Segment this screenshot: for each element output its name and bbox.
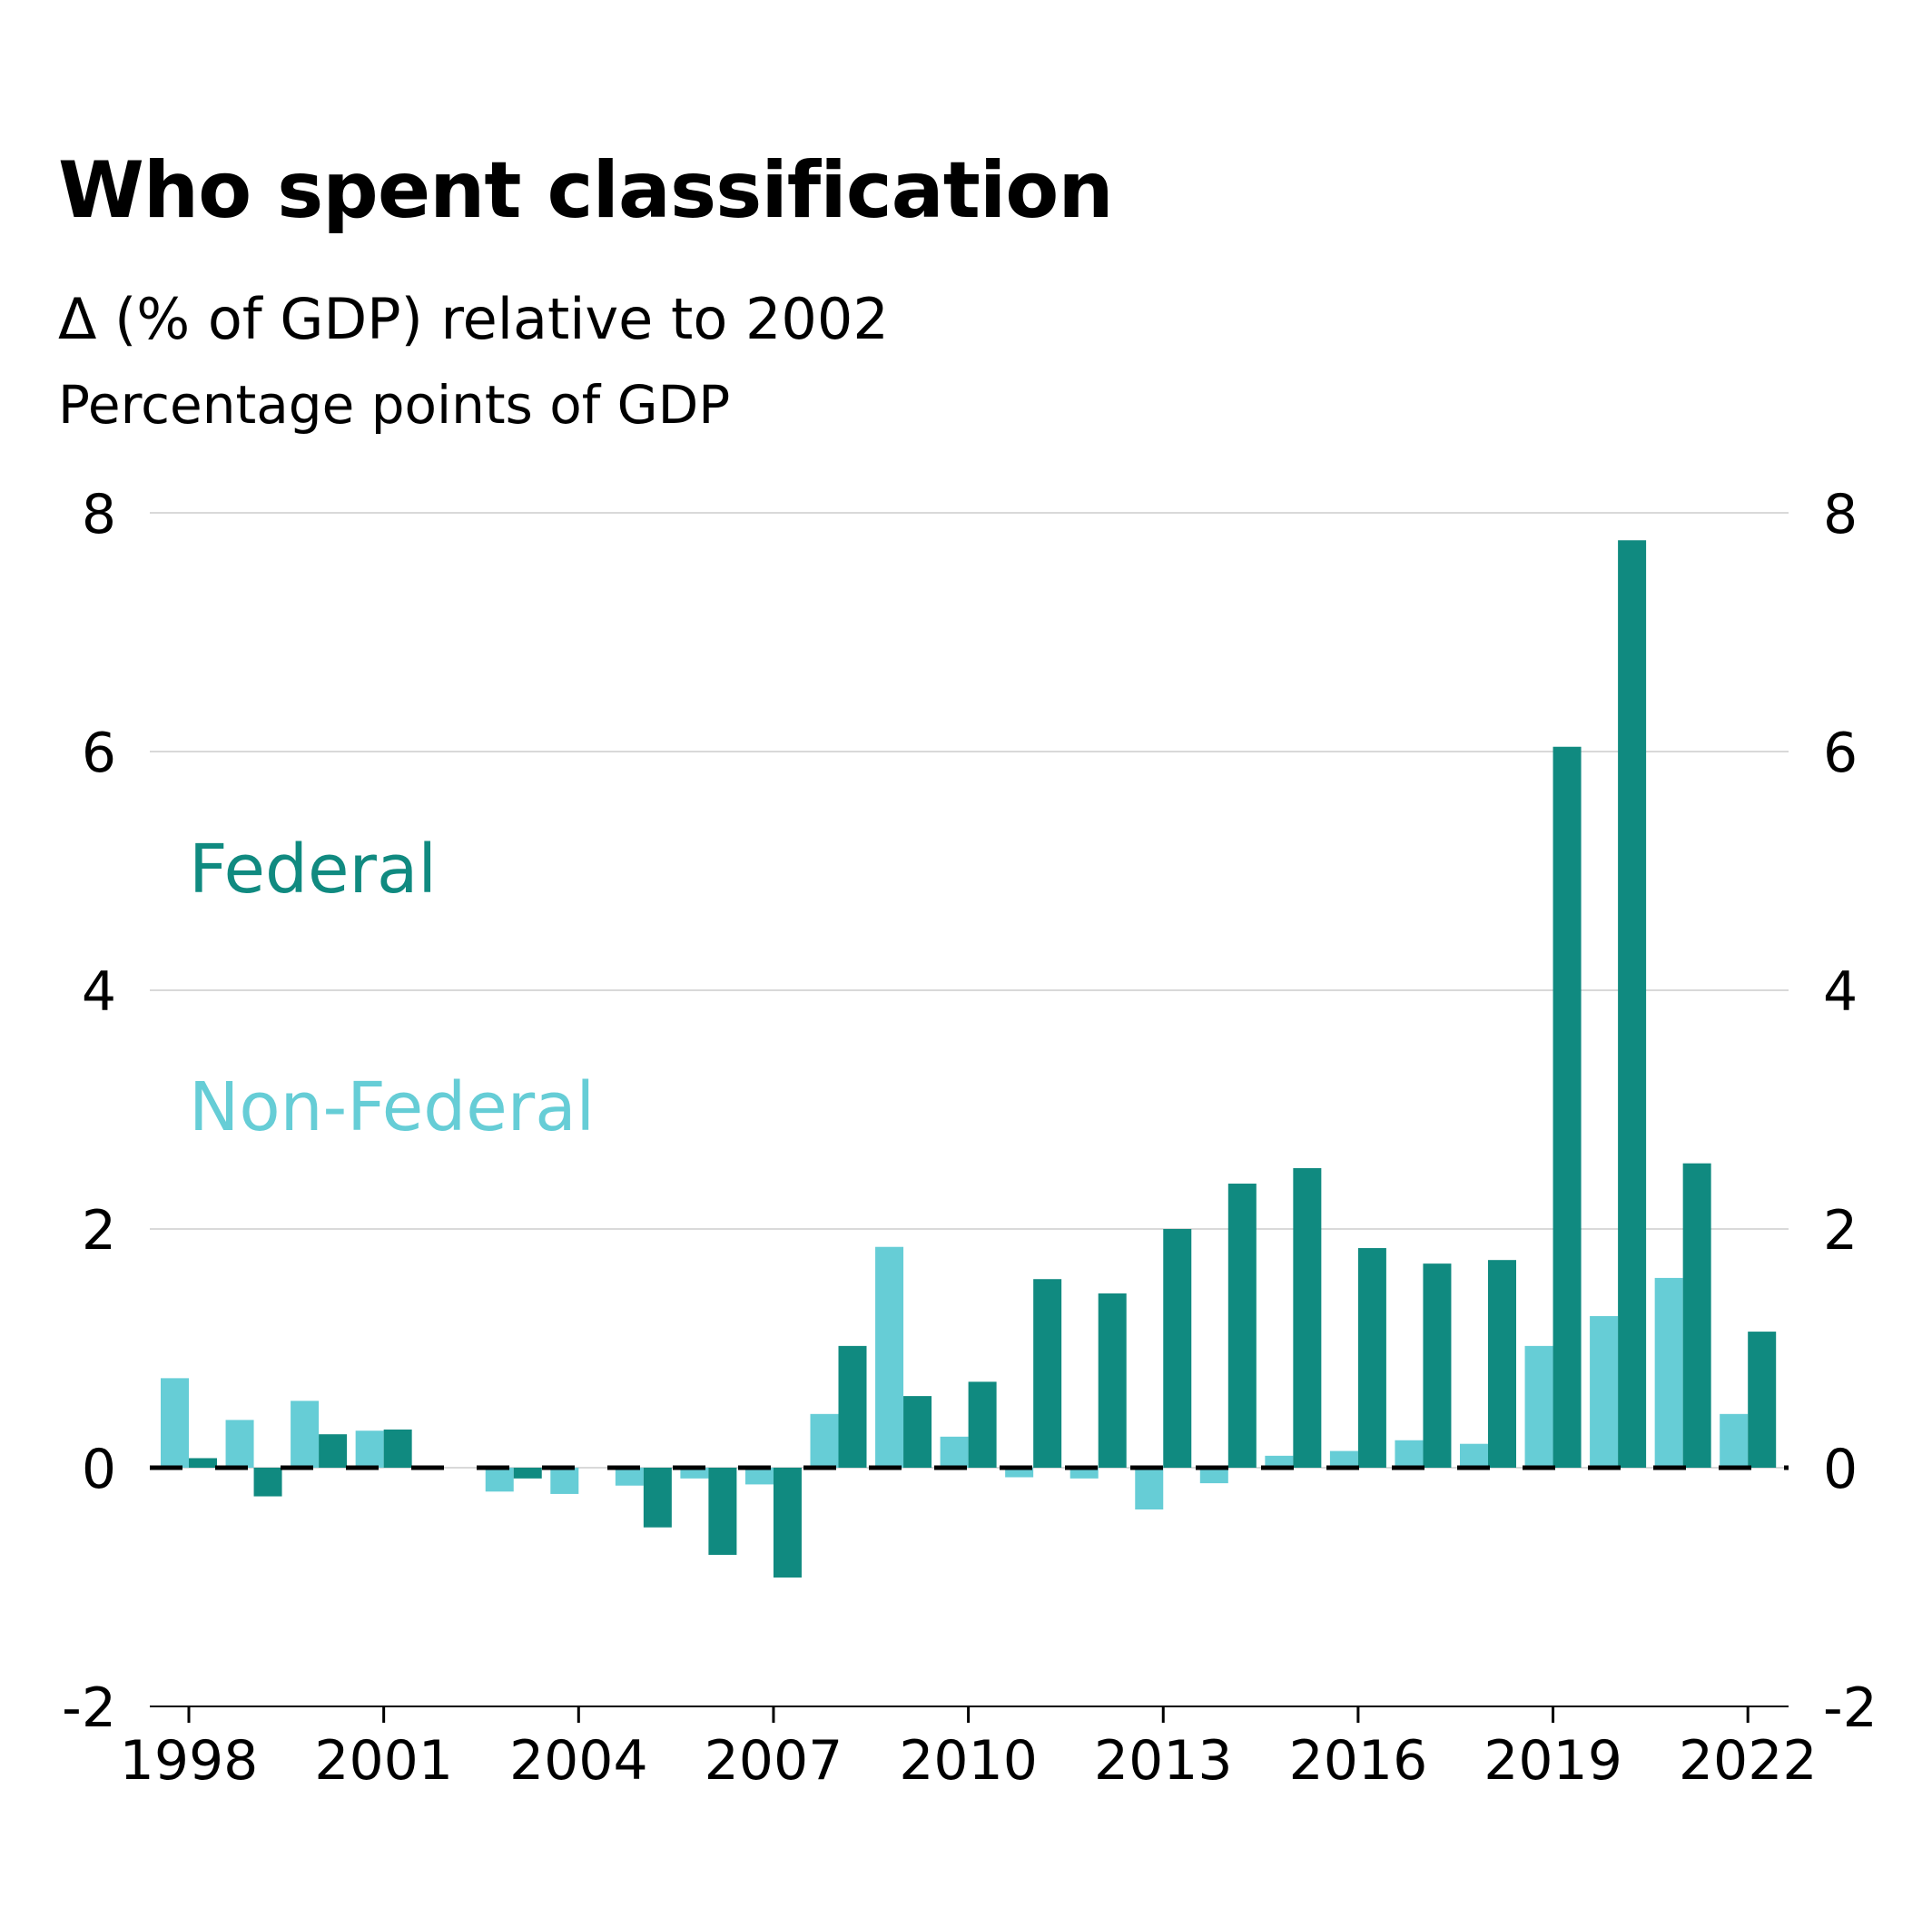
- bar-non-federal: [1265, 1455, 1294, 1468]
- bar-federal: [838, 1345, 867, 1468]
- y-tick-label-right: 4: [1823, 960, 1858, 1024]
- y-tick-label-left: 0: [82, 1438, 116, 1501]
- bar-federal: [189, 1458, 217, 1468]
- bar-non-federal: [225, 1420, 254, 1468]
- bar-federal: [773, 1468, 802, 1578]
- legend-non-federal: Non-Federal: [189, 1068, 595, 1146]
- bar-non-federal: [1395, 1440, 1424, 1468]
- bar-federal: [513, 1468, 542, 1479]
- bar-federal: [1682, 1163, 1711, 1468]
- bar-non-federal: [1720, 1413, 1749, 1468]
- bar-federal: [708, 1468, 737, 1555]
- bar-federal: [383, 1429, 412, 1468]
- bar-non-federal: [680, 1468, 709, 1479]
- y-tick-label-left: 4: [82, 960, 116, 1024]
- bar-non-federal: [550, 1468, 579, 1494]
- bar-non-federal: [615, 1468, 644, 1486]
- y-tick-label-left: 6: [82, 722, 116, 785]
- bar-federal: [1033, 1279, 1062, 1468]
- x-tick-label: 2019: [1484, 1729, 1622, 1793]
- bar-non-federal: [810, 1413, 839, 1468]
- x-tick-label: 2004: [509, 1729, 648, 1793]
- y-tick-label-right: 6: [1823, 722, 1858, 785]
- bar-federal: [1293, 1167, 1322, 1468]
- y-tick-label-right: 8: [1823, 483, 1858, 546]
- bar-federal: [1163, 1229, 1192, 1468]
- bar-non-federal: [355, 1430, 384, 1468]
- chart-title: Who spent classification: [58, 145, 1114, 236]
- bar-non-federal: [875, 1246, 904, 1468]
- bar-federal: [643, 1468, 672, 1528]
- bar-non-federal: [744, 1468, 774, 1485]
- bar-federal: [968, 1381, 997, 1468]
- bar-non-federal: [1135, 1468, 1164, 1510]
- x-tick-label: 2001: [314, 1729, 453, 1793]
- x-tick-label: 2013: [1094, 1729, 1233, 1793]
- bar-non-federal: [291, 1401, 320, 1468]
- y-tick-label-left: 8: [82, 483, 116, 546]
- x-tick-label: 2016: [1289, 1729, 1428, 1793]
- bar-federal: [1423, 1263, 1452, 1468]
- bar-non-federal: [1070, 1468, 1099, 1479]
- bar-federal: [319, 1434, 348, 1468]
- x-tick-label: 2007: [705, 1729, 843, 1793]
- bar-federal: [1552, 746, 1582, 1468]
- bar-non-federal: [1524, 1345, 1553, 1468]
- bar-federal: [1488, 1260, 1516, 1468]
- bar-federal: [253, 1468, 282, 1497]
- bar-non-federal: [161, 1378, 189, 1468]
- bar-non-federal: [1590, 1315, 1619, 1468]
- gridlines: [150, 512, 1789, 1469]
- y-tick-label-right: -2: [1823, 1676, 1878, 1740]
- bar-non-federal: [1005, 1468, 1034, 1478]
- y-tick-label-left: 2: [82, 1199, 116, 1263]
- y-tick-label-right: 0: [1823, 1438, 1858, 1501]
- y-tick-label-left: -2: [62, 1676, 116, 1740]
- bars: [161, 540, 1777, 1578]
- bar-federal: [1357, 1248, 1386, 1468]
- bar-federal: [1227, 1184, 1257, 1468]
- x-tick-label: 2022: [1679, 1729, 1818, 1793]
- bar-federal: [1618, 540, 1647, 1468]
- y-tick-label-right: 2: [1823, 1199, 1858, 1263]
- chart-subtitle: Δ (% of GDP) relative to 2002: [58, 286, 889, 352]
- bar-non-federal: [1199, 1468, 1228, 1484]
- x-tick-label: 1998: [120, 1729, 259, 1793]
- bar-federal: [903, 1396, 932, 1468]
- bar-federal: [1098, 1293, 1127, 1468]
- bar-federal: [1748, 1332, 1777, 1468]
- bar-non-federal: [1329, 1450, 1358, 1468]
- legend: Federal Non-Federal: [189, 831, 595, 1146]
- bar-non-federal: [940, 1436, 969, 1468]
- bar-non-federal: [485, 1468, 514, 1492]
- x-tick-label: 2010: [899, 1729, 1038, 1793]
- bar-non-federal: [1654, 1277, 1683, 1468]
- legend-federal: Federal: [189, 831, 437, 909]
- bar-non-federal: [1460, 1443, 1488, 1468]
- y-axis-unit-label: Percentage points of GDP: [58, 374, 731, 436]
